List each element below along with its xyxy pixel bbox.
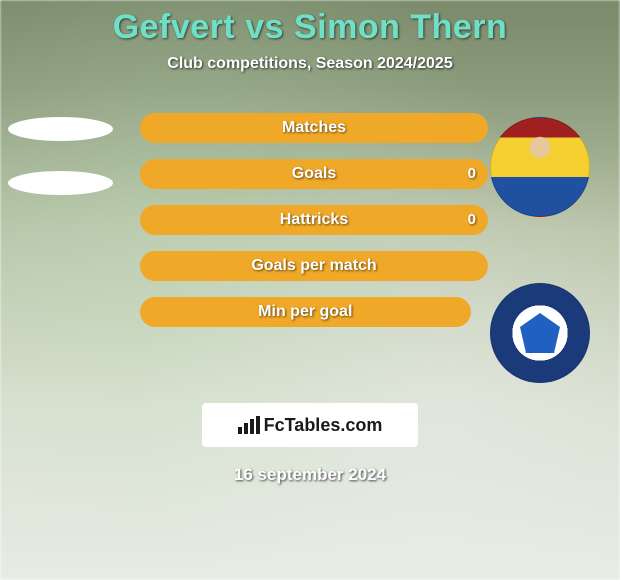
stat-bars: MatchesGoals0Hattricks0Goals per matchMi… [140, 113, 488, 343]
stat-bar-right-value: 0 [468, 205, 476, 235]
player1-club-placeholder [8, 171, 113, 195]
player1-placeholder-badges [8, 117, 113, 225]
player1-name: Gefvert [113, 8, 236, 46]
date-label: 16 september 2024 [0, 465, 620, 485]
comparison-card: Gefvert vs Simon Thern Club competitions… [0, 0, 620, 580]
stat-bar-label: Goals [140, 159, 488, 189]
vs-separator: vs [235, 8, 294, 46]
stat-bar: Hattricks0 [140, 205, 488, 235]
brand-box: FcTables.com [202, 403, 418, 447]
player1-photo-placeholder [8, 117, 113, 141]
stat-bar-label: Matches [140, 113, 488, 143]
stat-bar: Matches [140, 113, 488, 143]
player2-club-badge [490, 283, 590, 383]
stat-bar-right-value: 0 [468, 159, 476, 189]
stat-bar: Min per goal [140, 297, 471, 327]
stat-bar: Goals0 [140, 159, 488, 189]
stats-area: MatchesGoals0Hattricks0Goals per matchMi… [0, 113, 620, 373]
stat-bar-label: Min per goal [140, 297, 471, 327]
player2-name: Simon Thern [294, 8, 507, 46]
page-title: Gefvert vs Simon Thern [0, 0, 620, 47]
bar-chart-icon [238, 416, 260, 434]
stat-bar-label: Goals per match [140, 251, 488, 281]
brand-text: FcTables.com [264, 415, 383, 436]
player2-photo [490, 117, 590, 217]
stat-bar-label: Hattricks [140, 205, 488, 235]
stat-bar: Goals per match [140, 251, 488, 281]
subtitle: Club competitions, Season 2024/2025 [0, 55, 620, 73]
